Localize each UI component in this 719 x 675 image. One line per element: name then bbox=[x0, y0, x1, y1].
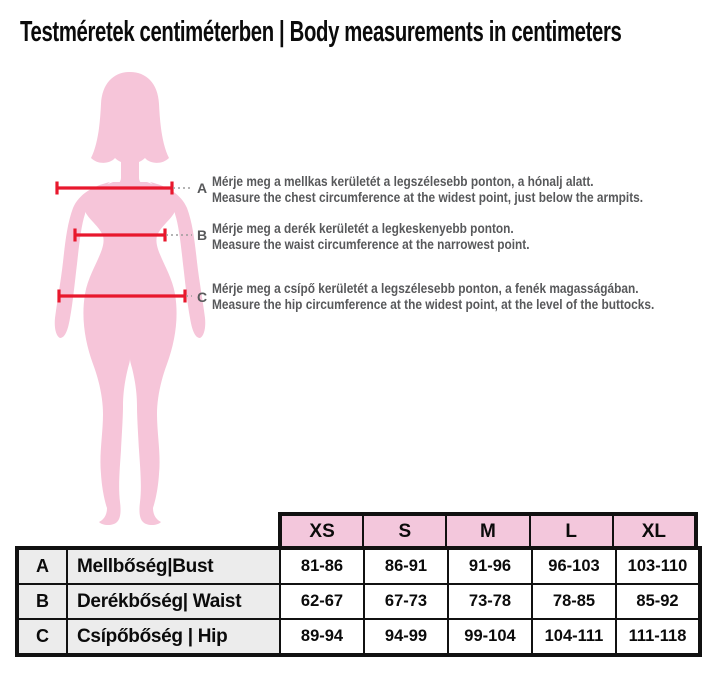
row-label: Csípőbőség | Hip bbox=[66, 618, 281, 656]
page-title: Testméretek centiméterben | Body measure… bbox=[20, 16, 622, 48]
waist-xs: 62-67 bbox=[279, 583, 365, 620]
hip-m: 99-104 bbox=[447, 618, 533, 656]
right-arm-shape bbox=[150, 182, 206, 338]
callout-chest-en: Measure the chest circumference at the w… bbox=[212, 189, 644, 205]
female-body-silhouette bbox=[54, 72, 206, 525]
hip-s: 94-99 bbox=[363, 618, 449, 656]
leader-lines bbox=[166, 187, 192, 297]
callout-letter-a: A bbox=[196, 180, 208, 196]
row-label: Derékbőség| Waist bbox=[66, 583, 281, 620]
callout-letter-b: B bbox=[196, 227, 208, 243]
size-header-l: L bbox=[528, 513, 614, 550]
table-row: XS S M L XL bbox=[278, 513, 698, 550]
waist-s: 67-73 bbox=[363, 583, 449, 620]
callout-waist-en: Measure the waist circumference at the n… bbox=[212, 236, 530, 252]
bust-xl: 103-110 bbox=[615, 547, 701, 585]
size-table: A Mellbőség|Bust 81-86 86-91 91-96 96-10… bbox=[15, 546, 702, 657]
callout-letter-c: C bbox=[196, 289, 208, 305]
table-row-hip: C Csípőbőség | Hip 89-94 94-99 99-104 10… bbox=[16, 618, 701, 656]
callout-chest-hu: Mérje meg a mellkas kerületét a legszéle… bbox=[212, 174, 594, 189]
measurement-lines bbox=[55, 181, 187, 303]
table-row-bust: A Mellbőség|Bust 81-86 86-91 91-96 96-10… bbox=[16, 547, 701, 585]
size-header-xs: XS bbox=[278, 513, 365, 550]
row-letter: A bbox=[16, 547, 68, 585]
table-row-waist: B Derékbőség| Waist 62-67 67-73 73-78 78… bbox=[16, 583, 701, 620]
torso-legs-shape bbox=[83, 182, 177, 525]
bust-m: 91-96 bbox=[447, 547, 533, 585]
row-label: Mellbőség|Bust bbox=[66, 547, 281, 585]
hip-xs: 89-94 bbox=[279, 618, 365, 656]
hip-xl: 111-118 bbox=[615, 618, 701, 656]
bust-xs: 81-86 bbox=[279, 547, 365, 585]
bust-l: 96-103 bbox=[531, 547, 617, 585]
waist-xl: 85-92 bbox=[615, 583, 701, 620]
body-shape bbox=[54, 72, 206, 525]
callout-text-hip: Mérje meg a csípő kerületét a legszélese… bbox=[212, 281, 718, 312]
hip-l: 104-111 bbox=[531, 618, 617, 656]
waist-m: 73-78 bbox=[447, 583, 533, 620]
neck-shape bbox=[109, 146, 151, 189]
size-header-xl: XL bbox=[611, 513, 698, 550]
row-letter: B bbox=[16, 583, 68, 620]
callout-hip-hu: Mérje meg a csípő kerületét a legszélese… bbox=[212, 281, 639, 296]
head-hair-shape bbox=[91, 72, 169, 164]
callout-text-waist: Mérje meg a derék kerületét a legkeskeny… bbox=[212, 221, 718, 252]
callout-waist-hu: Mérje meg a derék kerületét a legkeskeny… bbox=[212, 221, 514, 236]
bust-s: 86-91 bbox=[363, 547, 449, 585]
callout-text-chest: Mérje meg a mellkas kerületét a legszéle… bbox=[212, 174, 718, 205]
size-header-m: M bbox=[445, 513, 531, 550]
size-header-s: S bbox=[362, 513, 448, 550]
waist-l: 78-85 bbox=[531, 583, 617, 620]
row-letter: C bbox=[16, 618, 68, 656]
left-arm-shape bbox=[54, 182, 110, 338]
callout-hip-en: Measure the hip circumference at the wid… bbox=[212, 296, 655, 312]
